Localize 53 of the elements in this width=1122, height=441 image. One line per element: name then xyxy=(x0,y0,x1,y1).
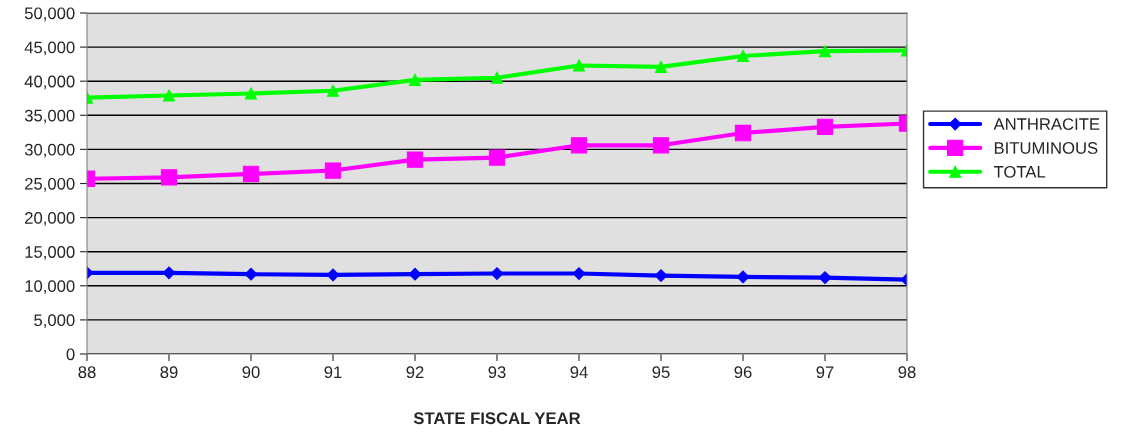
y-tick-label: 30,000 xyxy=(24,143,75,158)
point xyxy=(818,45,832,58)
y-tick-label: 20,000 xyxy=(25,212,75,226)
point xyxy=(490,71,504,84)
point xyxy=(818,271,832,285)
x-tick-label: 93 xyxy=(488,366,506,379)
y-tick-label: 35,000 xyxy=(24,109,75,124)
point xyxy=(654,60,668,73)
x-tick-label: 94 xyxy=(570,366,588,379)
y-tick-label: 10,000 xyxy=(25,280,75,294)
point xyxy=(408,73,422,86)
point xyxy=(326,84,340,97)
x-tick-label: 96 xyxy=(734,366,752,379)
point xyxy=(242,165,260,183)
y-tick-label: 50,000 xyxy=(24,7,75,22)
y-tick-label: 0 xyxy=(66,348,75,361)
point xyxy=(324,162,342,179)
y-tick-label: 40,000 xyxy=(24,75,75,90)
point xyxy=(244,267,258,281)
x-tick-label: 89 xyxy=(160,366,178,379)
x-tick-label: 90 xyxy=(242,366,260,379)
x-tick-label: 88 xyxy=(78,366,96,379)
point xyxy=(244,87,258,100)
point xyxy=(736,270,750,284)
point xyxy=(488,149,506,166)
legend-label: TOTAL xyxy=(993,165,1046,178)
point xyxy=(572,59,586,72)
point xyxy=(490,267,504,280)
y-tick-label: 15,000 xyxy=(25,246,75,260)
point xyxy=(572,267,586,280)
point xyxy=(734,124,752,142)
x-tick-label: 92 xyxy=(406,366,424,379)
point xyxy=(326,268,340,282)
legend-label: BITUMINOUS xyxy=(994,142,1098,154)
x-tick-label: 97 xyxy=(816,366,834,379)
point xyxy=(816,118,834,136)
x-tick-label: 91 xyxy=(324,366,342,379)
x-tick-label: 98 xyxy=(898,366,916,379)
point xyxy=(652,137,670,154)
point xyxy=(736,49,750,63)
x-axis-title: STATE FISCAL YEAR xyxy=(413,412,581,425)
y-tick-label: 5,000 xyxy=(34,314,75,329)
x-tick-label: 95 xyxy=(652,366,670,379)
point xyxy=(570,137,588,154)
point xyxy=(160,169,178,186)
point xyxy=(406,151,424,168)
point xyxy=(408,267,422,281)
legend-label: ANTHRACITE xyxy=(993,118,1100,130)
point xyxy=(162,89,176,102)
y-tick-label: 45,000 xyxy=(24,41,75,56)
point xyxy=(162,266,176,280)
y-tick-label: 25,000 xyxy=(25,177,75,192)
point xyxy=(654,269,668,282)
